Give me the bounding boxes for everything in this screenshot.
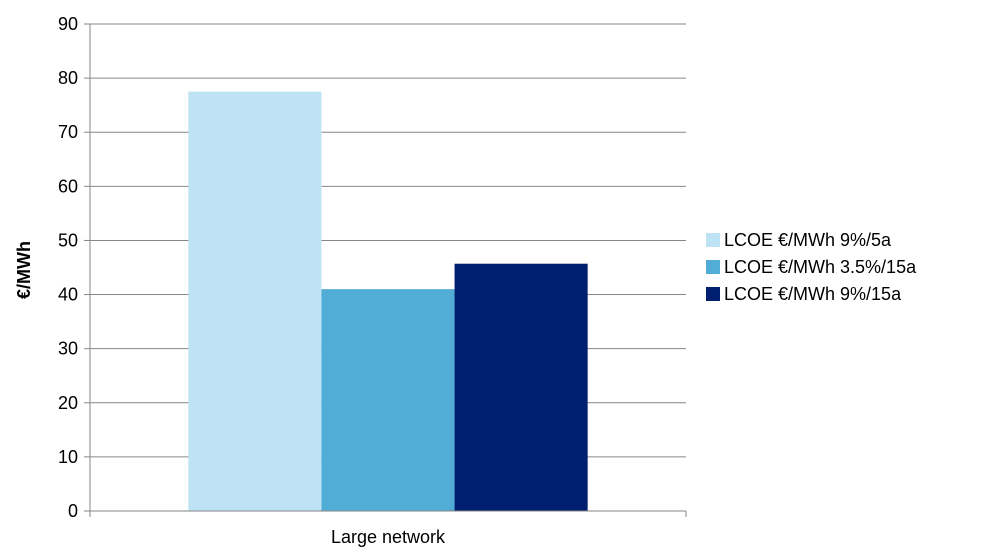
legend: LCOE €/MWh 9%/5a LCOE €/MWh 3.5%/15a LCOE …	[706, 230, 917, 304]
legend-label: LCOE €/MWh 3.5%/15a	[724, 257, 917, 277]
y-tick-label: 70	[58, 122, 78, 142]
bar	[454, 263, 588, 511]
y-tick-label: 90	[58, 14, 78, 34]
y-tick-label: 60	[58, 176, 78, 196]
y-tick-label: 30	[58, 339, 78, 359]
legend-swatch	[706, 260, 720, 274]
category-labels: Large network	[331, 527, 446, 547]
legend-label: LCOE €/MWh 9%/5a	[724, 230, 892, 250]
axes	[84, 23, 687, 517]
y-tick-label: 0	[68, 501, 78, 521]
y-tick-label: 10	[58, 447, 78, 467]
bar	[188, 91, 322, 511]
legend-label: LCOE €/MWh 9%/15a	[724, 284, 902, 304]
y-tick-label: 80	[58, 68, 78, 88]
y-tick-label: 40	[58, 285, 78, 305]
bar	[321, 289, 455, 511]
x-category-label: Large network	[331, 527, 446, 547]
y-axis-title: €/MWh	[14, 241, 34, 299]
y-tick-label: 20	[58, 393, 78, 413]
y-tick-labels: 0 10 20 30 40 50 60 70 80 90	[58, 14, 78, 521]
bars	[188, 91, 588, 511]
legend-swatch	[706, 287, 720, 301]
y-tick-label: 50	[58, 230, 78, 250]
legend-swatch	[706, 233, 720, 247]
